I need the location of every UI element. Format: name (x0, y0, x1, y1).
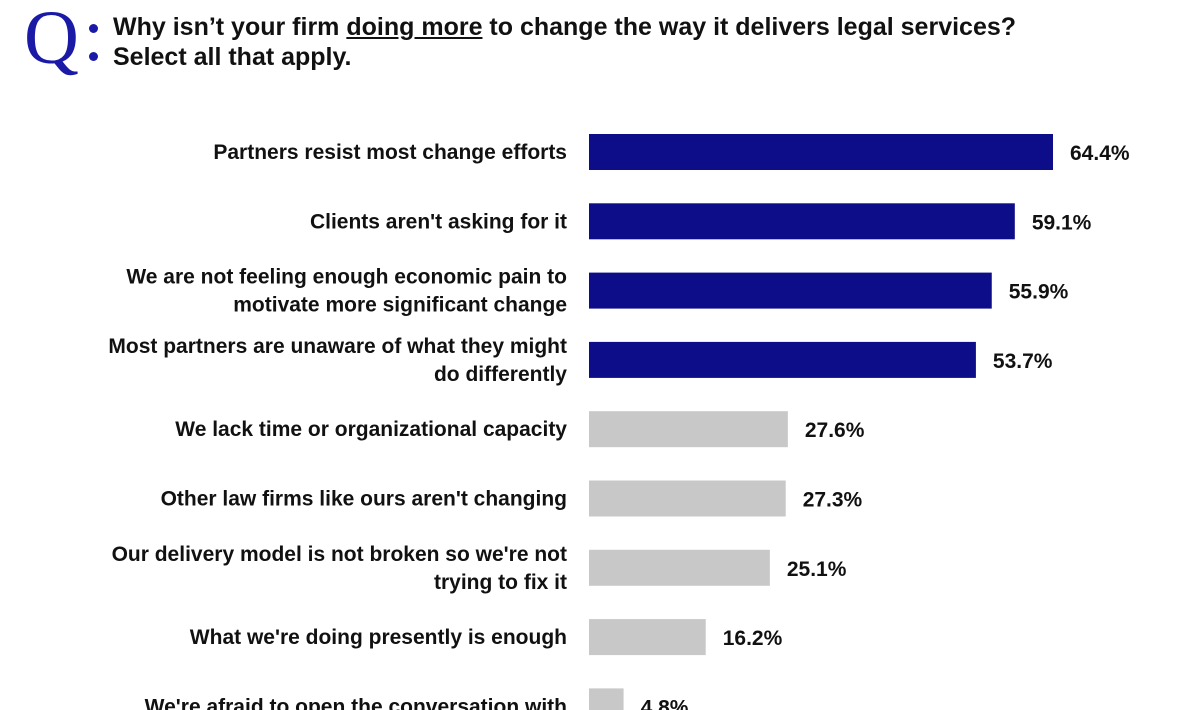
category-label-5: We lack time or organizational capacity (175, 418, 567, 441)
bar-5 (589, 411, 788, 448)
category-label-2: Clients aren't asking for it (310, 210, 567, 233)
q-dot-top-icon (89, 24, 98, 33)
bar-8 (589, 619, 706, 656)
bar-6 (589, 480, 786, 517)
q-dot-bottom-icon (89, 52, 98, 61)
category-label-7-line-2: trying to fix it (434, 571, 567, 594)
question-line-2: Select all that apply. (113, 43, 352, 71)
bar-7 (589, 549, 770, 586)
question-emphasis: doing more (346, 13, 483, 41)
value-label-2: 59.1% (1032, 211, 1092, 234)
value-label-5: 27.6% (805, 419, 865, 442)
question-text-after: to change the way it delivers legal serv… (482, 13, 1017, 41)
value-label-9: 4.8% (641, 696, 689, 710)
bar-2 (589, 203, 1015, 240)
category-label-7-line-1: Our delivery model is not broken so we'r… (112, 543, 567, 566)
category-label-1: Partners resist most change efforts (213, 141, 567, 164)
category-label-3-line-2: motivate more significant change (233, 294, 567, 317)
category-label-3-line-1: We are not feeling enough economic pain … (126, 266, 567, 289)
value-label-7: 25.1% (787, 558, 847, 581)
value-label-8: 16.2% (723, 627, 783, 650)
category-label-9: We're afraid to open the conversation wi… (145, 695, 567, 710)
question-line-1: Why isn’t your firm doing more to change… (113, 12, 1016, 42)
value-label-6: 27.3% (803, 489, 863, 512)
category-label-4-line-2: do differently (434, 363, 567, 386)
value-label-4: 53.7% (993, 350, 1053, 373)
bar-4 (589, 341, 976, 378)
category-label-4-line-1: Most partners are unaware of what they m… (108, 335, 567, 358)
question-text-before: Why isn’t your firm (113, 13, 347, 41)
category-label-6: Other law firms like ours aren't changin… (161, 488, 567, 511)
category-label-8: What we're doing presently is enough (190, 626, 567, 649)
value-label-1: 64.4% (1070, 142, 1130, 165)
question-title: Why isn’t your firm doing more to change… (113, 12, 1016, 72)
bar-1 (589, 134, 1053, 170)
q-logo-icon: Q (24, 0, 106, 80)
value-label-3: 55.9% (1009, 281, 1069, 304)
bar-9 (589, 688, 624, 710)
bar-3 (589, 272, 992, 309)
q-letter: Q (24, 0, 79, 80)
